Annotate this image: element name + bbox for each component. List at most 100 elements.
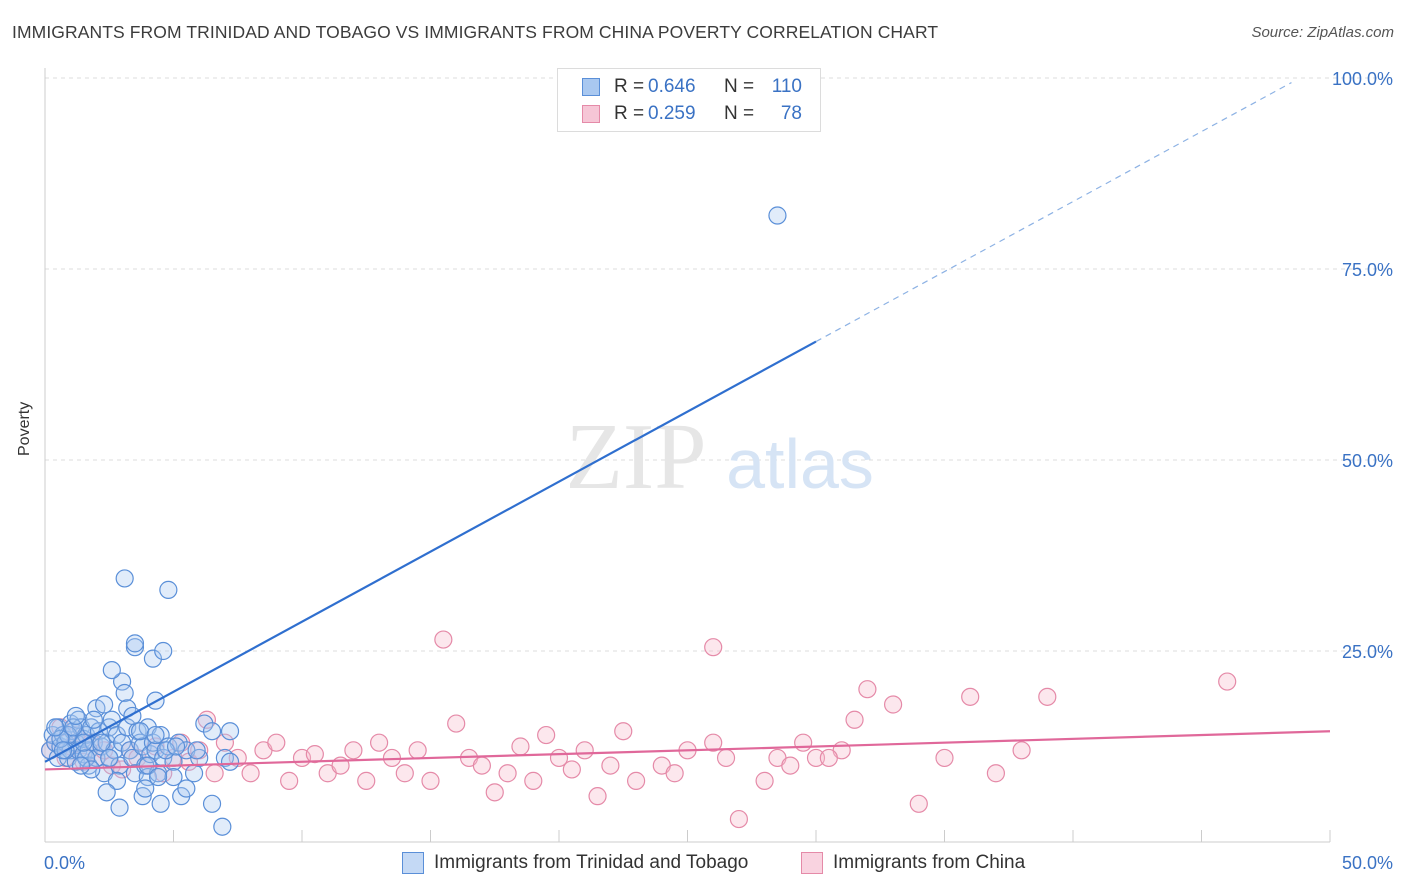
point-china: [241, 764, 260, 783]
legend-item-trinidad[interactable]: Immigrants from Trinidad and Tobago: [402, 852, 748, 874]
point-china: [408, 741, 427, 760]
point-trinidad: [46, 718, 65, 737]
point-china: [601, 756, 620, 775]
legend-label-trinidad: Immigrants from Trinidad and Tobago: [434, 852, 749, 873]
trinidad-swatch: [582, 78, 600, 96]
point-trinidad: [115, 569, 134, 588]
data-points: [41, 206, 1237, 836]
point-trinidad: [64, 718, 83, 737]
point-trinidad: [97, 733, 116, 752]
r-label: R =: [614, 103, 645, 124]
point-trinidad: [202, 794, 222, 813]
point-china: [704, 638, 723, 657]
point-china: [1038, 687, 1057, 706]
point-trinidad: [84, 710, 103, 729]
point-trinidad: [102, 660, 121, 680]
point-china: [472, 756, 491, 775]
point-trinidad: [115, 683, 134, 703]
trend-line-china: [44, 730, 1331, 771]
point-china: [986, 764, 1006, 783]
x-tick-label-left: 0.0%: [44, 853, 85, 873]
tick-labels: 25.0% 50.0% 75.0% 100.0% 0.0% 50.0%: [44, 69, 1393, 873]
point-trinidad: [92, 733, 111, 752]
watermark: ZIP atlas: [566, 405, 874, 509]
point-trinidad: [220, 722, 240, 741]
point-trinidad: [177, 779, 196, 798]
point-china: [485, 783, 504, 802]
n-value-china: 78: [780, 103, 802, 124]
point-trinidad: [107, 771, 127, 790]
point-trinidad: [195, 714, 214, 733]
y-tick-label: 25.0%: [1342, 642, 1393, 662]
point-china: [716, 748, 736, 768]
point-trinidad: [100, 748, 119, 768]
point-china: [575, 741, 594, 760]
point-china: [845, 710, 864, 729]
point-china: [755, 771, 774, 790]
point-china: [357, 771, 376, 790]
point-china: [806, 748, 826, 768]
point-china: [524, 771, 543, 790]
point-trinidad: [125, 634, 145, 653]
r-value-china: 0.259: [648, 103, 696, 124]
point-china: [781, 756, 800, 775]
point-china: [447, 714, 466, 733]
point-trinidad: [220, 752, 240, 771]
point-china: [1012, 741, 1031, 760]
n-label: N =: [724, 103, 755, 124]
point-china: [215, 733, 234, 752]
china-swatch: [582, 105, 600, 123]
point-china: [562, 760, 581, 779]
grid-lines: [45, 77, 1392, 652]
point-trinidad: [112, 672, 132, 691]
point-trinidad: [136, 779, 155, 798]
point-china: [704, 733, 723, 752]
point-china: [434, 630, 453, 649]
point-trinidad: [166, 737, 186, 756]
x-tick-label-right: 50.0%: [1342, 853, 1393, 873]
point-china: [961, 687, 980, 706]
point-china: [588, 787, 607, 806]
point-trinidad: [156, 741, 175, 760]
watermark-zip: ZIP: [566, 405, 707, 509]
point-trinidad: [51, 729, 70, 748]
trend-line-trinidad: [44, 340, 817, 763]
point-china: [344, 741, 363, 760]
point-trinidad: [154, 641, 173, 661]
point-trinidad: [148, 767, 168, 787]
point-china: [665, 764, 684, 783]
point-trinidad: [143, 649, 163, 668]
trend-line-trinidad-extension: [815, 82, 1292, 343]
point-trinidad: [151, 794, 170, 813]
point-china: [280, 771, 299, 790]
point-trinidad: [159, 580, 178, 599]
point-china: [729, 809, 749, 829]
point-china: [1218, 672, 1237, 691]
point-trinidad: [184, 764, 204, 783]
y-tick-label: 100.0%: [1332, 69, 1393, 89]
china-legend-swatch: [801, 852, 823, 874]
point-china: [909, 794, 928, 813]
point-trinidad: [95, 695, 114, 714]
n-label: N =: [724, 76, 755, 97]
point-trinidad: [768, 206, 787, 225]
point-trinidad: [213, 817, 232, 836]
point-china: [537, 725, 556, 745]
watermark-atlas: atlas: [726, 425, 874, 503]
point-trinidad: [71, 756, 91, 775]
point-china: [305, 745, 324, 764]
point-trinidad: [125, 638, 145, 657]
point-china: [819, 748, 838, 768]
point-trinidad: [82, 760, 101, 779]
legend-item-china[interactable]: Immigrants from China: [801, 852, 1025, 874]
point-trinidad: [164, 767, 183, 787]
stats-legend: R = 0.646 N = 110 R = 0.259 N = 78: [557, 68, 821, 132]
point-china: [935, 748, 954, 768]
source-label: Source: ZipAtlas.com: [1251, 24, 1394, 41]
r-label: R =: [614, 76, 645, 97]
point-trinidad: [66, 706, 85, 726]
point-china: [614, 722, 633, 741]
point-china: [883, 695, 903, 714]
point-trinidad: [202, 722, 222, 741]
